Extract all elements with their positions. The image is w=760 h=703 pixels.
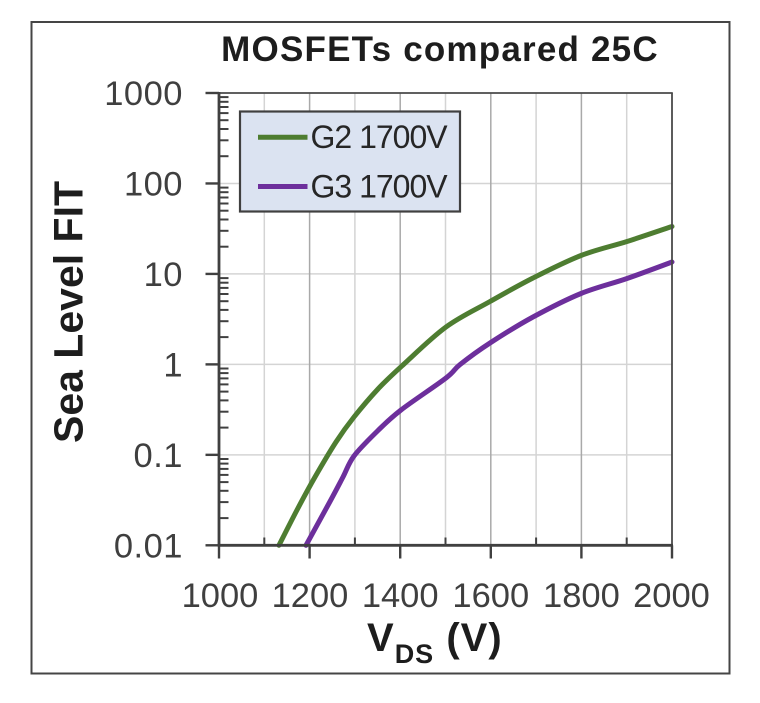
svg-text:0.1: 0.1 (134, 437, 183, 475)
svg-text:10: 10 (144, 256, 183, 294)
svg-text:Sea Level FIT: Sea Level FIT (46, 181, 92, 443)
svg-text:1600: 1600 (452, 577, 529, 615)
svg-text:MOSFETs compared 25C: MOSFETs compared 25C (221, 30, 659, 69)
svg-text:1000: 1000 (104, 75, 183, 113)
svg-text:0.01: 0.01 (114, 528, 183, 566)
svg-text:1000: 1000 (182, 577, 259, 615)
svg-text:100: 100 (124, 166, 183, 204)
svg-text:G3 1700V: G3 1700V (311, 169, 449, 205)
svg-text:1200: 1200 (272, 577, 349, 615)
svg-text:G2 1700V: G2 1700V (311, 119, 449, 155)
svg-text:1800: 1800 (543, 577, 620, 615)
svg-text:2000: 2000 (633, 577, 710, 615)
svg-text:1: 1 (163, 347, 183, 385)
svg-text:1400: 1400 (362, 577, 439, 615)
